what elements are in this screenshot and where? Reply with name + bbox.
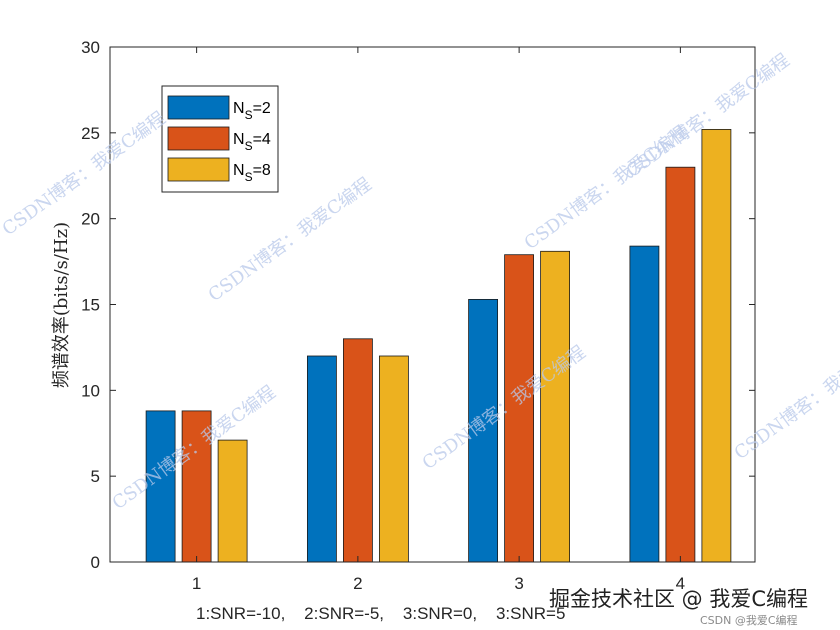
y-tick-label: 20 [81, 210, 100, 229]
bar-ns8-cat-2 [378, 355, 409, 563]
bar-ns4-cat-1 [181, 410, 212, 563]
ticks-layer: 0 5 10 15 20 25 30 1 2 3 4 [81, 38, 755, 593]
x-tick-label: 4 [676, 574, 685, 593]
corner-watermark: 掘金技术社区 @ 我爱C编程 [549, 587, 808, 611]
bar-ns8-cat-1 [217, 439, 248, 563]
bars-layer [145, 128, 732, 563]
bar-ns2-cat-2 [306, 355, 337, 563]
bar-ns4-cat-4 [665, 166, 696, 563]
x-tick-label: 1 [192, 574, 201, 593]
legend-swatch [167, 157, 230, 182]
y-tick-label: 15 [81, 296, 100, 315]
y-tick-label: 30 [81, 38, 100, 57]
bar-ns2-cat-1 [145, 410, 176, 563]
bar-ns2-cat-4 [629, 245, 660, 563]
y-tick-label: 0 [91, 553, 100, 572]
x-tick-label: 2 [353, 574, 362, 593]
corner-small-watermark: CSDN @我爱C编程 [700, 613, 798, 627]
bar-ns8-cat-4 [701, 128, 732, 563]
y-axis-label: 频谱效率(bits/s/Hz) [51, 222, 72, 388]
bar-ns8-cat-3 [540, 250, 570, 563]
bar-ns4-cat-3 [504, 254, 535, 563]
x-axis-label: 1:SNR=-10, 2:SNR=-5, 3:SNR=0, 3:SNR=5 [196, 604, 565, 623]
x-tick-label: 3 [514, 574, 523, 593]
legend: NS=2 NS=4 NS=8 [161, 85, 279, 193]
legend-label: NS=8 [233, 162, 271, 184]
bar-ns4-cat-2 [342, 338, 373, 563]
legend-swatch [167, 95, 230, 120]
y-tick-label: 25 [81, 124, 100, 143]
legend-label: NS=4 [233, 131, 271, 153]
bar-ns2-cat-3 [468, 298, 499, 563]
y-tick-label: 5 [91, 467, 100, 486]
legend-label: NS=2 [233, 100, 271, 122]
y-tick-label: 10 [81, 381, 100, 400]
legend-swatch [167, 126, 230, 151]
